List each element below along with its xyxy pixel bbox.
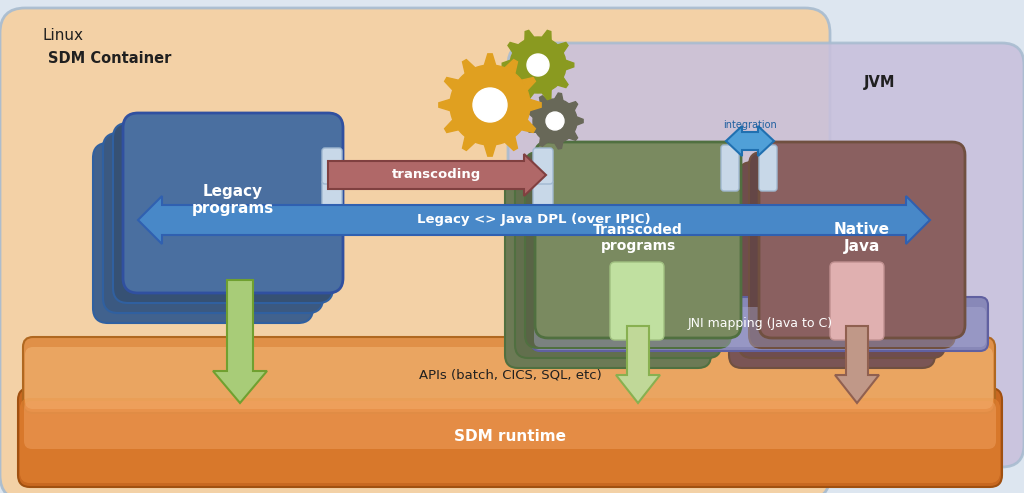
Text: transcoding: transcoding — [392, 169, 481, 181]
Circle shape — [473, 88, 507, 122]
Polygon shape — [555, 93, 563, 101]
Polygon shape — [540, 138, 548, 146]
Text: Legacy
programs: Legacy programs — [191, 184, 274, 216]
Polygon shape — [557, 77, 568, 88]
FancyBboxPatch shape — [525, 152, 731, 348]
Polygon shape — [542, 90, 551, 100]
FancyBboxPatch shape — [0, 8, 830, 493]
Text: JVM: JVM — [863, 75, 895, 90]
FancyBboxPatch shape — [103, 133, 323, 313]
Text: Legacy <> Java DPL (over IPIC): Legacy <> Java DPL (over IPIC) — [417, 213, 651, 226]
FancyBboxPatch shape — [739, 162, 945, 358]
Polygon shape — [439, 99, 451, 111]
Polygon shape — [569, 132, 578, 141]
Text: SDM Container: SDM Container — [48, 51, 171, 66]
FancyBboxPatch shape — [830, 262, 884, 340]
FancyBboxPatch shape — [534, 148, 553, 184]
FancyBboxPatch shape — [24, 401, 996, 449]
Polygon shape — [542, 31, 551, 40]
Polygon shape — [444, 77, 459, 90]
FancyBboxPatch shape — [25, 347, 993, 409]
FancyBboxPatch shape — [721, 145, 739, 191]
FancyBboxPatch shape — [534, 307, 986, 347]
FancyBboxPatch shape — [93, 143, 313, 323]
FancyBboxPatch shape — [23, 337, 995, 413]
Circle shape — [510, 37, 566, 93]
Polygon shape — [521, 120, 536, 133]
Polygon shape — [726, 126, 774, 156]
Polygon shape — [502, 60, 510, 70]
FancyBboxPatch shape — [759, 142, 965, 338]
Polygon shape — [557, 42, 568, 53]
FancyBboxPatch shape — [18, 388, 1002, 487]
FancyBboxPatch shape — [113, 123, 333, 303]
Text: Linux: Linux — [42, 28, 83, 43]
Circle shape — [534, 99, 577, 143]
Polygon shape — [484, 144, 496, 156]
Polygon shape — [484, 54, 496, 66]
Text: JNI mapping (Java to C): JNI mapping (Java to C) — [687, 317, 833, 330]
Polygon shape — [577, 117, 583, 125]
Polygon shape — [328, 154, 546, 196]
Polygon shape — [555, 141, 563, 149]
FancyBboxPatch shape — [535, 142, 741, 338]
FancyBboxPatch shape — [322, 148, 342, 184]
Polygon shape — [835, 326, 879, 403]
Text: Native
Java: Native Java — [834, 222, 890, 254]
FancyBboxPatch shape — [515, 162, 721, 358]
Polygon shape — [529, 99, 541, 111]
FancyBboxPatch shape — [123, 113, 343, 293]
Polygon shape — [138, 196, 930, 244]
Polygon shape — [508, 42, 518, 53]
Polygon shape — [525, 31, 535, 40]
FancyBboxPatch shape — [749, 152, 955, 348]
FancyBboxPatch shape — [759, 145, 777, 191]
Polygon shape — [508, 77, 518, 88]
FancyBboxPatch shape — [532, 297, 988, 351]
Polygon shape — [525, 90, 535, 100]
Polygon shape — [444, 120, 459, 133]
Polygon shape — [528, 124, 537, 132]
Polygon shape — [569, 102, 578, 110]
FancyBboxPatch shape — [534, 180, 553, 216]
FancyBboxPatch shape — [20, 398, 1000, 483]
FancyBboxPatch shape — [610, 262, 664, 340]
Polygon shape — [505, 60, 517, 73]
Text: Transcoded
programs: Transcoded programs — [593, 223, 683, 253]
Circle shape — [546, 112, 564, 130]
Polygon shape — [505, 137, 517, 150]
Polygon shape — [616, 326, 660, 403]
Circle shape — [527, 54, 549, 76]
Polygon shape — [463, 137, 475, 150]
Polygon shape — [213, 280, 267, 403]
Text: SDM runtime: SDM runtime — [454, 429, 566, 445]
Text: integration: integration — [723, 120, 777, 130]
FancyBboxPatch shape — [322, 180, 342, 216]
FancyBboxPatch shape — [729, 172, 935, 368]
Polygon shape — [565, 60, 573, 70]
Polygon shape — [521, 77, 536, 90]
FancyBboxPatch shape — [505, 172, 711, 368]
Polygon shape — [463, 60, 475, 73]
Polygon shape — [528, 109, 537, 117]
Circle shape — [450, 65, 530, 145]
Polygon shape — [540, 96, 548, 105]
Text: APIs (batch, CICS, SQL, etc): APIs (batch, CICS, SQL, etc) — [419, 368, 601, 382]
FancyBboxPatch shape — [508, 43, 1024, 467]
